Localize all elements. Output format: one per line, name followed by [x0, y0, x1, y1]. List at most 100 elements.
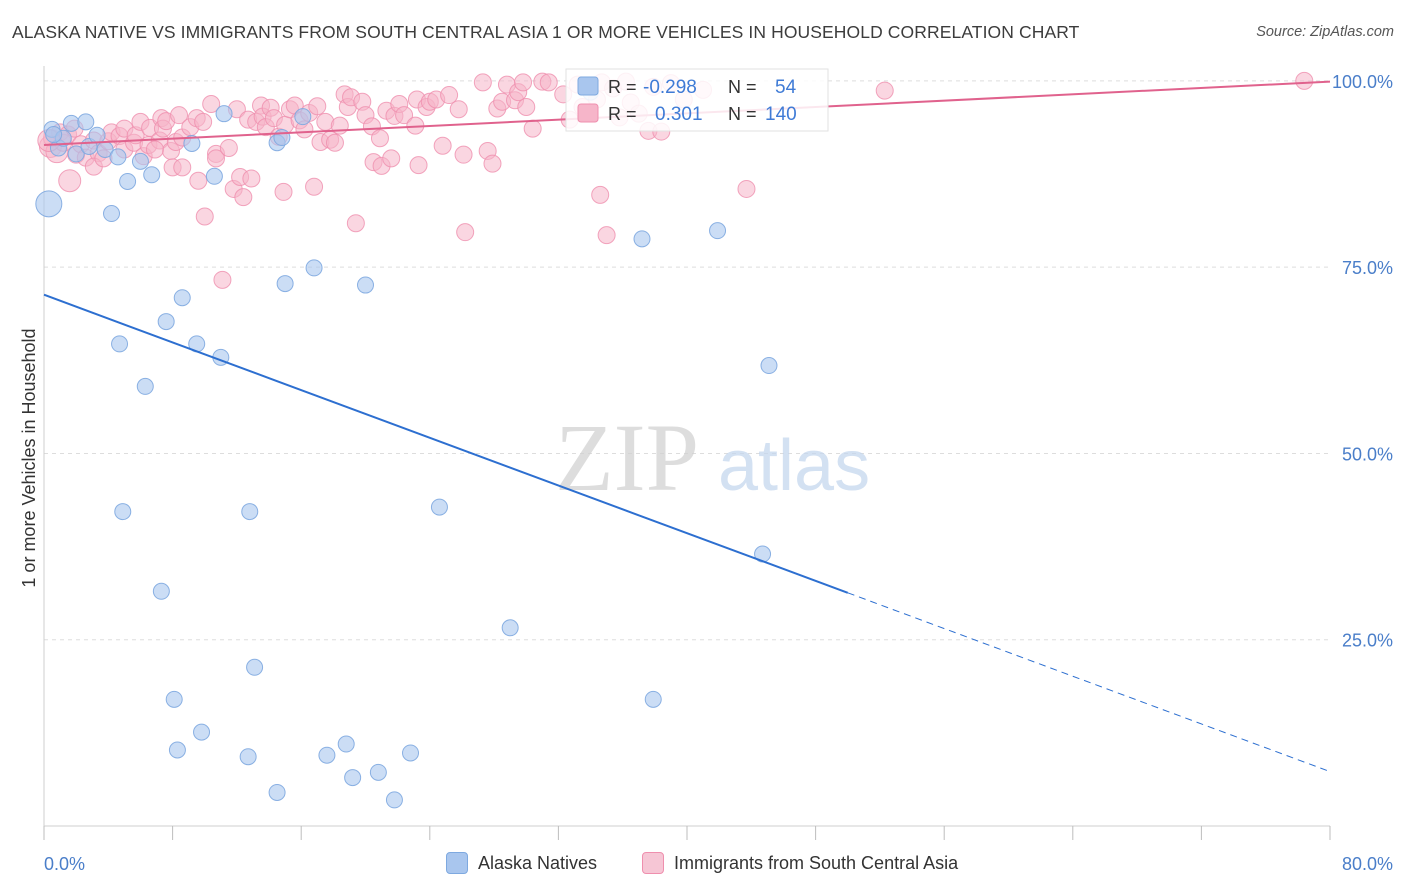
data-point-immigrants — [409, 156, 428, 175]
legend-label-immigrants: Immigrants from South Central Asia — [674, 852, 959, 873]
x-tick-label: 80.0% — [1342, 854, 1393, 874]
data-point-alaska-natives — [268, 783, 286, 801]
data-point-immigrants — [875, 81, 894, 100]
source-label: Source: ZipAtlas.com — [1256, 24, 1394, 40]
data-point-alaska-natives — [276, 275, 294, 293]
data-point-immigrants — [195, 207, 214, 226]
data-point-immigrants — [483, 154, 502, 173]
data-point-immigrants — [1295, 71, 1314, 90]
legend-n-value-blue: 54 — [775, 77, 797, 98]
data-point-immigrants — [449, 100, 468, 119]
stats-legend-box — [565, 68, 829, 132]
data-point-immigrants — [517, 97, 536, 116]
data-point-alaska-natives — [168, 741, 186, 759]
data-point-alaska-natives — [344, 769, 362, 787]
data-point-alaska-natives — [157, 313, 175, 331]
data-point-immigrants — [173, 158, 192, 177]
watermark-atlas: atlas — [718, 426, 870, 506]
data-point-alaska-natives — [136, 377, 154, 395]
data-point-alaska-natives — [644, 690, 662, 708]
data-point-immigrants — [454, 145, 473, 164]
data-point-alaska-natives — [62, 114, 80, 132]
data-point-alaska-natives — [114, 503, 132, 521]
legend-r-value-blue: -0.298 — [643, 77, 697, 98]
grid-lines — [44, 80, 1330, 641]
watermark: ZIP atlas — [555, 404, 870, 511]
y-tick-label: 25.0% — [1342, 631, 1393, 651]
data-point-immigrants — [219, 138, 238, 157]
data-point-alaska-natives — [193, 723, 211, 741]
data-point-immigrants — [539, 73, 558, 92]
data-point-immigrants — [325, 133, 344, 152]
y-tick-label: 75.0% — [1342, 258, 1393, 278]
watermark-zip: ZIP — [555, 404, 699, 511]
data-point-alaska-natives — [273, 129, 291, 147]
legend-swatch-blue — [577, 76, 599, 96]
data-point-immigrants — [234, 188, 253, 207]
legend-swatch-alaska-natives — [446, 852, 468, 874]
data-point-alaska-natives — [143, 166, 161, 184]
y-tick-label: 50.0% — [1342, 444, 1393, 464]
data-point-immigrants — [207, 149, 226, 168]
data-point-immigrants — [395, 106, 414, 125]
data-point-alaska-natives — [430, 498, 448, 516]
data-point-immigrants — [58, 169, 82, 193]
data-point-alaska-natives — [246, 658, 264, 676]
data-point-immigrants — [145, 140, 164, 159]
data-point-alaska-natives — [152, 582, 170, 600]
data-point-alaska-natives — [35, 190, 63, 218]
data-point-alaska-natives — [88, 126, 106, 144]
data-point-immigrants — [274, 182, 293, 201]
data-point-immigrants — [456, 223, 475, 242]
x-tick-labels: 0.0% 80.0% — [44, 854, 1393, 874]
data-point-immigrants — [597, 226, 616, 245]
data-point-alaska-natives — [173, 289, 191, 307]
legend-r-label-pink: R = — [608, 104, 637, 124]
data-point-alaska-natives — [45, 126, 63, 144]
chart-title: ALASKA NATIVE VS IMMIGRANTS FROM SOUTH C… — [12, 22, 1080, 42]
data-point-alaska-natives — [760, 357, 778, 375]
data-point-immigrants — [189, 171, 208, 190]
x-tick-label: 0.0% — [44, 854, 85, 874]
y-axis-label: 1 or more Vehicles in Household — [19, 328, 39, 587]
data-point-alaska-natives — [111, 335, 129, 353]
data-point-alaska-natives — [183, 134, 201, 152]
data-point-immigrants — [514, 73, 533, 92]
legend-label-alaska-natives: Alaska Natives — [478, 852, 598, 873]
data-point-immigrants — [737, 179, 756, 198]
legend-n-label-blue: N = — [728, 77, 757, 97]
series-alaska-natives-points — [35, 83, 778, 809]
legend-swatch-pink — [577, 103, 599, 123]
data-point-alaska-natives — [77, 113, 95, 131]
stats-legend: R = -0.298 N = 54 R = 0.301 N = 140 — [565, 68, 829, 132]
data-point-immigrants — [433, 136, 452, 155]
data-point-immigrants — [523, 119, 542, 138]
data-point-alaska-natives — [119, 172, 137, 190]
data-point-alaska-natives — [337, 735, 355, 753]
data-point-alaska-natives — [215, 105, 233, 123]
trend-line-alaska-natives — [43, 293, 849, 594]
data-point-alaska-natives — [709, 222, 727, 240]
data-point-immigrants — [305, 177, 324, 196]
data-point-alaska-natives — [501, 619, 519, 637]
data-point-alaska-natives — [131, 152, 149, 170]
y-tick-label: 100.0% — [1332, 72, 1393, 92]
data-point-alaska-natives — [369, 763, 387, 781]
data-point-alaska-natives — [67, 145, 85, 163]
legend-item-immigrants: Immigrants from South Central Asia — [642, 852, 958, 874]
data-point-immigrants — [242, 169, 261, 188]
data-point-immigrants — [382, 149, 401, 168]
data-point-immigrants — [346, 214, 365, 233]
y-tick-labels: 25.0% 50.0% 75.0% 100.0% — [1332, 72, 1393, 651]
data-point-alaska-natives — [633, 230, 651, 248]
data-point-immigrants — [473, 73, 492, 92]
data-point-alaska-natives — [241, 503, 259, 521]
data-point-alaska-natives — [239, 748, 257, 766]
data-point-alaska-natives — [402, 744, 420, 762]
data-point-alaska-natives — [165, 690, 183, 708]
data-point-alaska-natives — [294, 108, 312, 126]
data-point-immigrants — [170, 106, 189, 125]
data-point-alaska-natives — [357, 276, 374, 294]
data-point-immigrants — [440, 86, 459, 105]
